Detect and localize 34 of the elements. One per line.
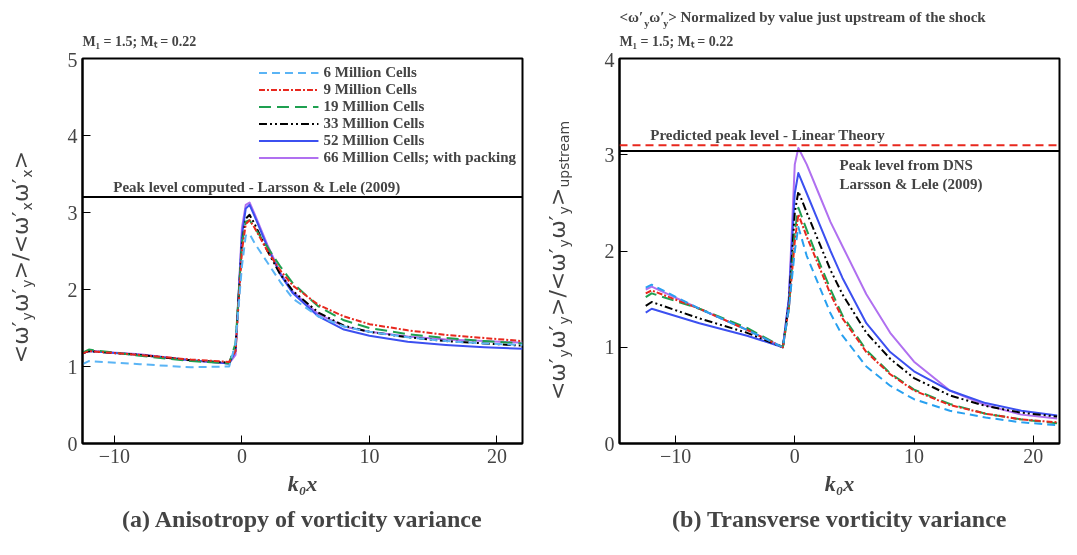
y-tick-label: 4 [604,48,615,71]
y-tick-label: 5 [67,48,78,71]
ref-line-label: Peak level computed - Larsson & Lele (2009) [113,179,401,197]
y-tick-label: 3 [604,143,615,166]
y-tick-label: 1 [604,336,615,359]
y-tick-label: 3 [67,201,78,224]
legend-label: 52 Million Cells [323,132,425,149]
x-tick-label: 0 [789,444,800,467]
text: <ω′yω′y>/<ω′yω′y>upstream [545,120,573,401]
x-tick-label: 10 [359,444,380,467]
y-tick-label: 2 [67,278,78,301]
y-tick-label: 4 [67,124,78,147]
x-tick-label: −10 [659,444,692,467]
text: <ω′yω′y>/<ω′xω′x> [8,150,36,364]
y-tick-label: 1 [67,355,78,378]
x-tick-label: 20 [486,444,507,467]
chart-subtitle: M₁ = 1.5; Mₜ = 0.22 [619,33,734,49]
chart-subtitle: M₁ = 1.5; Mₜ = 0.22 [82,33,197,49]
ref-line-label: Peak level from DNS Larsson & Lele (2009) [839,156,983,194]
x-axis-title: k₀x [824,470,855,496]
text: (a) Anisotropy of vorticity variance [122,505,482,532]
y-tick-label: 2 [604,240,615,262]
x-axis-title: k₀x [287,470,318,496]
ref-line-label: Predicted peak level - Linear Theory [650,127,886,144]
x-tick-label: 20 [1023,444,1044,467]
text: (b) Transverse vorticity variance [672,505,1007,532]
legend-label: 66 Million Cells; with packing [323,149,516,166]
x-tick-label: 10 [904,444,925,467]
legend-label: 19 Million Cells [323,98,425,115]
legend-label: 9 Million Cells [323,81,417,98]
x-tick-label: 0 [236,444,247,467]
legend-label: 6 Million Cells [323,64,417,81]
x-tick-label: −10 [98,444,131,467]
legend-label: 33 Million Cells [323,115,425,132]
